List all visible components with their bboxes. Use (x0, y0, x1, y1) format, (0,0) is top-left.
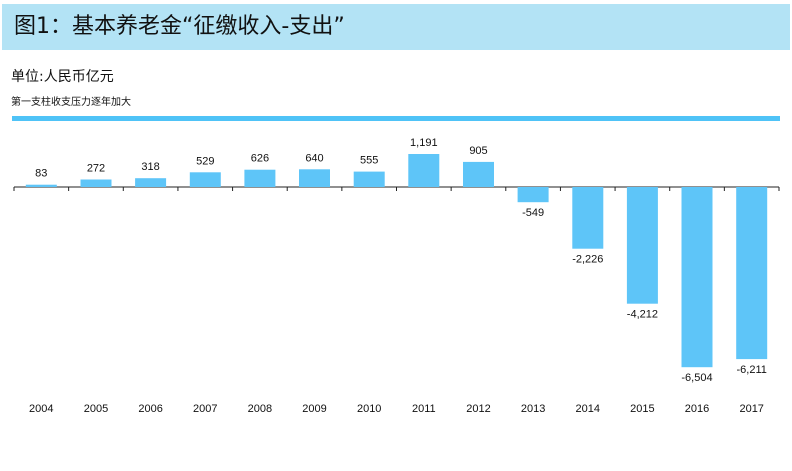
year-label-2011: 2011 (412, 403, 436, 415)
year-label-2013: 2013 (521, 403, 545, 415)
bar-2013 (517, 187, 549, 203)
bar-2008 (244, 169, 276, 187)
year-label-2007: 2007 (193, 403, 217, 415)
value-labels: 83 272 318 529 626 640 555 1,191 905 -549 -2,226 -4… (35, 137, 767, 384)
chart-title: 图1：基本养老金“征缴收入-支出” (14, 14, 345, 39)
bar-2017 (736, 187, 768, 360)
value-label-2007: 529 (196, 155, 214, 167)
value-label-2006: 318 (141, 161, 159, 173)
bar-2014 (572, 187, 604, 249)
value-label-2011: 1,191 (410, 137, 438, 149)
unit-label: 单位:人民币亿元 (11, 69, 114, 85)
value-label-2008: 626 (251, 153, 269, 165)
year-label-2006: 2006 (138, 403, 162, 415)
bar-2012 (463, 161, 494, 187)
value-label-2017: -6,211 (737, 364, 767, 376)
year-label-2015: 2015 (630, 403, 654, 415)
title-band: 图1：基本养老金“征缴收入-支出” (2, 4, 790, 50)
divider-rule (12, 116, 780, 121)
bar-2010 (353, 171, 385, 187)
value-label-2015: -4,212 (627, 309, 658, 321)
bar-2007 (189, 172, 221, 187)
year-label-2009: 2009 (302, 403, 326, 415)
bar-2009 (299, 169, 330, 187)
year-label-2014: 2014 (576, 403, 600, 415)
value-label-2016: -6,504 (681, 372, 712, 384)
bars (25, 154, 768, 368)
value-label-2010: 555 (360, 155, 378, 167)
value-label-2012: 905 (469, 145, 487, 157)
bar-2006 (135, 178, 167, 187)
value-label-2013: -549 (522, 207, 544, 219)
year-label-2012: 2012 (466, 403, 490, 415)
bar-2005 (80, 179, 112, 187)
axis-ticks (13, 187, 780, 191)
year-labels: 2004 2005 2006 2007 2008 2009 2010 2011 2012 2013… (29, 403, 764, 415)
year-label-2005: 2005 (84, 403, 108, 415)
year-label-2010: 2010 (357, 403, 381, 415)
bar-2004 (25, 184, 57, 187)
bar-2015 (626, 187, 658, 304)
value-label-2005: 272 (87, 163, 105, 175)
year-label-2008: 2008 (248, 403, 272, 415)
value-label-2014: -2,226 (572, 254, 603, 266)
value-label-2009: 640 (305, 152, 323, 164)
value-label-2004: 83 (35, 168, 47, 180)
year-label-2016: 2016 (685, 403, 709, 415)
year-label-2017: 2017 (739, 403, 763, 415)
year-label-2004: 2004 (29, 403, 53, 415)
chart-subtitle: 第一支柱收支压力逐年加大 (11, 97, 131, 108)
bar-2016 (681, 187, 713, 368)
bar-2011 (408, 154, 440, 187)
